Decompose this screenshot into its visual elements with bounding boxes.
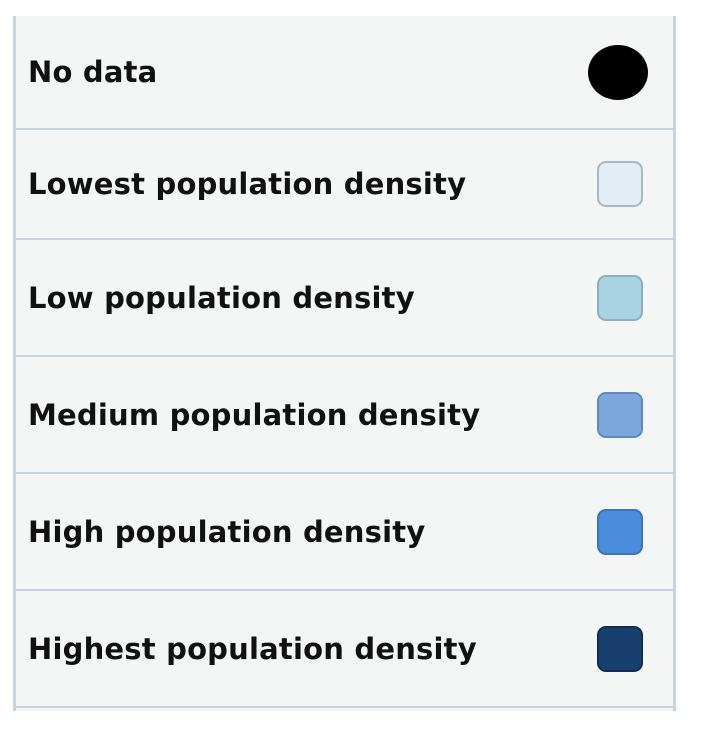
legend-label: Lowest population density [28,167,467,201]
legend-row-high: High population density [16,474,673,591]
legend-row-medium: Medium population density [16,357,673,474]
legend-row-no-data: No data [16,16,673,130]
legend-label: Highest population density [28,631,477,666]
lowest-density-swatch [597,161,643,207]
high-density-swatch [597,508,643,555]
legend-panel: No data Lowest population density Low po… [13,16,676,711]
legend-row-highest: Highest population density [16,591,673,708]
legend-row-low: Low population density [16,240,673,357]
legend-label: High population density [28,514,426,549]
legend-label: Medium population density [28,397,481,432]
medium-density-swatch [597,391,643,438]
low-density-swatch [597,274,643,321]
legend-label: No data [28,55,158,89]
no-data-swatch [588,44,648,100]
legend-label: Low population density [28,280,415,315]
highest-density-swatch [597,625,643,672]
legend-row-lowest: Lowest population density [16,130,673,240]
